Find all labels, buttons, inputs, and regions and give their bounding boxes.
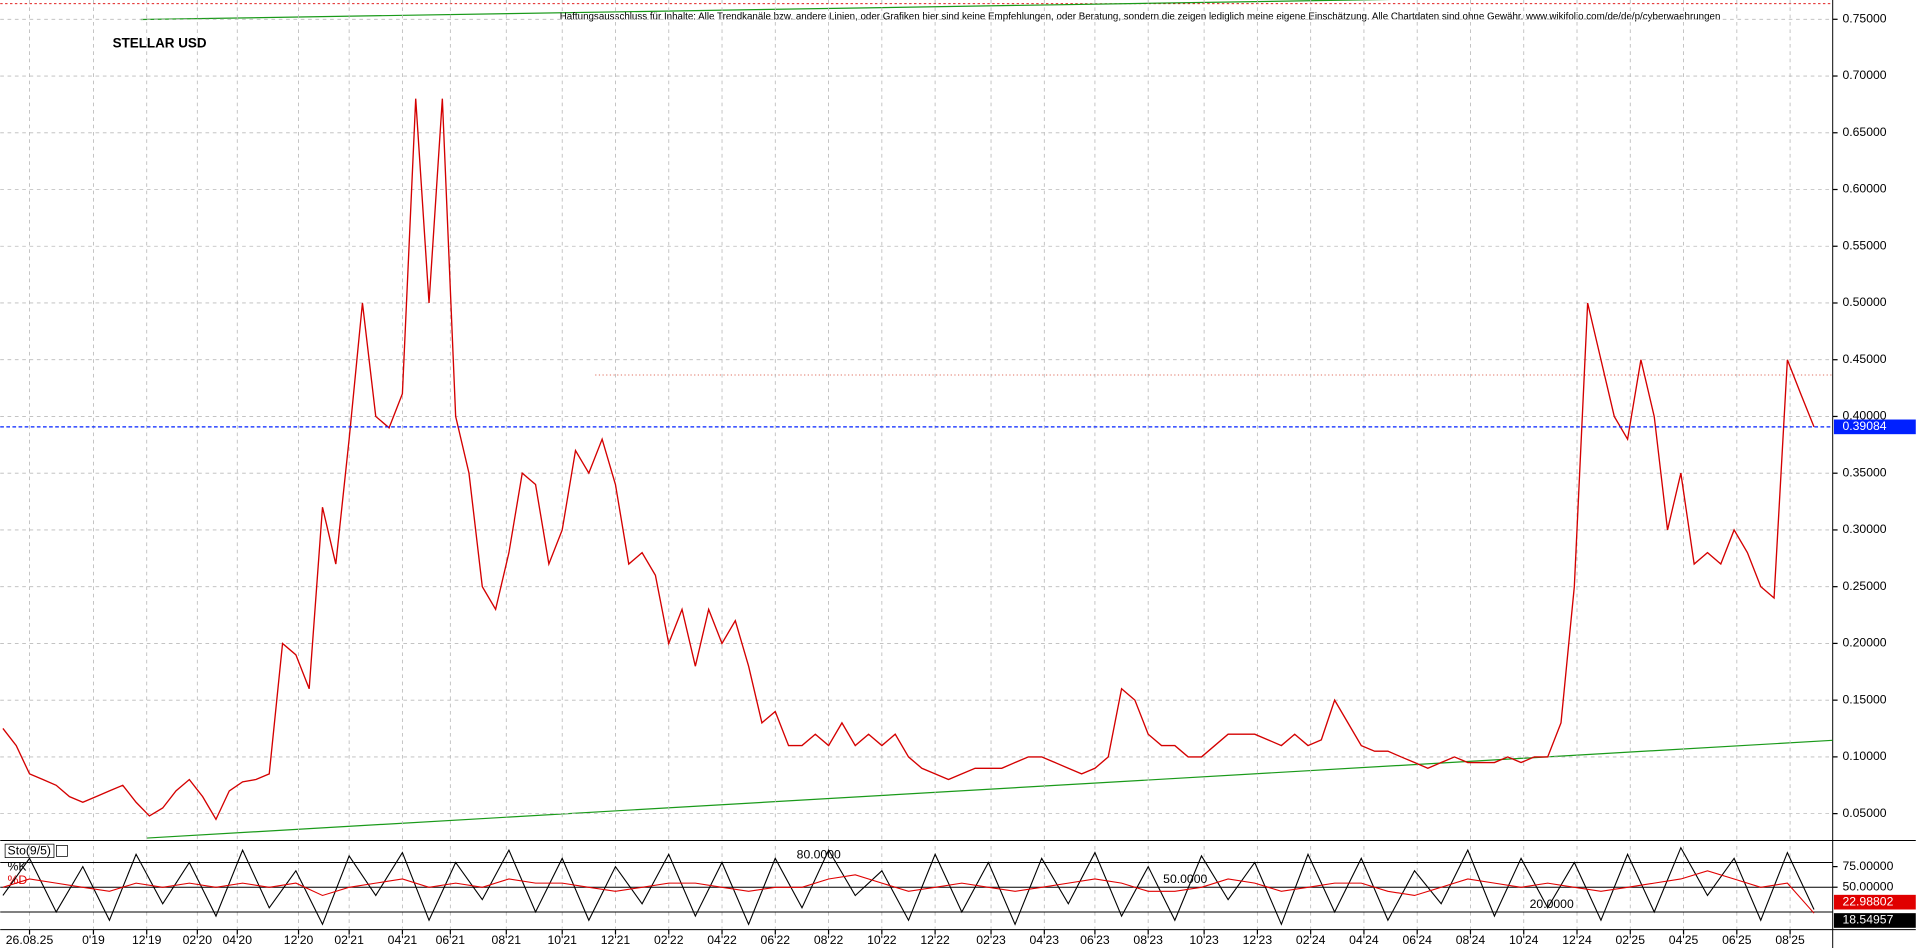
x-tick-label: 02'22 [654,933,684,947]
level-label: 50.0000 [1163,872,1207,886]
series-line [2,870,1815,914]
x-tick-label: 12'24 [1562,933,1592,947]
indicator-toggle[interactable] [56,845,68,857]
y-tick-label: 0.40000 [1842,409,1886,423]
x-tick-label: 10'22 [867,933,897,947]
y-tick-label: 0.60000 [1842,182,1886,196]
last-value-label: 22.98802 [1842,894,1893,908]
x-tick-label: 06'22 [761,933,791,947]
series-line [2,98,1815,821]
y-tick-label: 0.10000 [1842,749,1886,763]
x-tick-label: 08'23 [1133,933,1163,947]
x-tick-label: 06'21 [436,933,466,947]
y-tick-label: 0.15000 [1842,692,1886,706]
y-tick-label: 0.25000 [1842,579,1886,593]
x-tick-label: 04'20 [223,933,253,947]
y-tick-label: 0.65000 [1842,125,1886,139]
legend-d: %D [8,873,28,887]
x-tick-label: 12'20 [284,933,314,947]
y-tick-label: 0.55000 [1842,238,1886,252]
series-line [2,846,1815,926]
x-tick-label: 08'24 [1456,933,1486,947]
x-tick-label: 06'23 [1080,933,1110,947]
x-tick-label: 26.08.25 [6,933,54,947]
x-tick-label: 08'25 [1775,933,1805,947]
trend-line-upper [140,0,1392,21]
x-tick-label: 10'23 [1189,933,1219,947]
x-tick-label: 12'22 [920,933,950,947]
x-tick-label: 02'21 [334,933,364,947]
current-price-badge [1833,419,1916,435]
chart-title: STELLAR USD [113,36,207,51]
y-tick-label: 0.35000 [1842,465,1886,479]
last-value-label: 18.54957 [1842,913,1893,927]
legend-k: %K [8,860,27,874]
disclaimer: Haftungsausschluss für Inhalte: Alle Tre… [560,12,1721,23]
last-value-badge [1833,913,1916,928]
last-value-badge [1833,894,1916,910]
y-tick-label: 0.70000 [1842,68,1886,82]
x-tick-label: 12'21 [601,933,631,947]
x-tick-label: 08'21 [492,933,522,947]
x-tick-label: 0'19 [82,933,105,947]
x-tick-label: 04'23 [1030,933,1060,947]
level-label: 80.0000 [797,847,841,861]
x-tick-label: 10'21 [547,933,577,947]
x-tick-label: 04'22 [707,933,737,947]
y-tick-label: 0.20000 [1842,636,1886,650]
x-tick-label: 10'24 [1509,933,1539,947]
indicator-title: Sto(9/5) [8,844,51,858]
y-tick-label: 50.00000 [1842,879,1893,893]
x-tick-label: 06'25 [1722,933,1752,947]
x-tick-label: 02'24 [1296,933,1326,947]
y-tick-label: 75.00000 [1842,859,1893,873]
x-tick-label: 02'25 [1616,933,1646,947]
x-tick-label: 06'24 [1402,933,1432,947]
x-tick-label: 12'19 [132,933,162,947]
x-tick-label: 04'21 [388,933,418,947]
level-label: 20.0000 [1530,897,1574,911]
current-price-label: 0.39084 [1842,419,1886,433]
y-tick-label: 0.75000 [1842,12,1886,26]
x-tick-label: 04'24 [1349,933,1379,947]
x-tick-label: 08'22 [814,933,844,947]
x-tick-label: 04'25 [1669,933,1699,947]
x-tick-label: 02'23 [976,933,1006,947]
y-tick-label: 0.45000 [1842,352,1886,366]
y-tick-label: 0.50000 [1842,295,1886,309]
x-tick-label: 12'23 [1243,933,1273,947]
y-tick-label: 0.30000 [1842,522,1886,536]
x-tick-label: 02'20 [183,933,213,947]
trend-line-lower [146,739,1833,839]
y-tick-label: 0.05000 [1842,806,1886,820]
